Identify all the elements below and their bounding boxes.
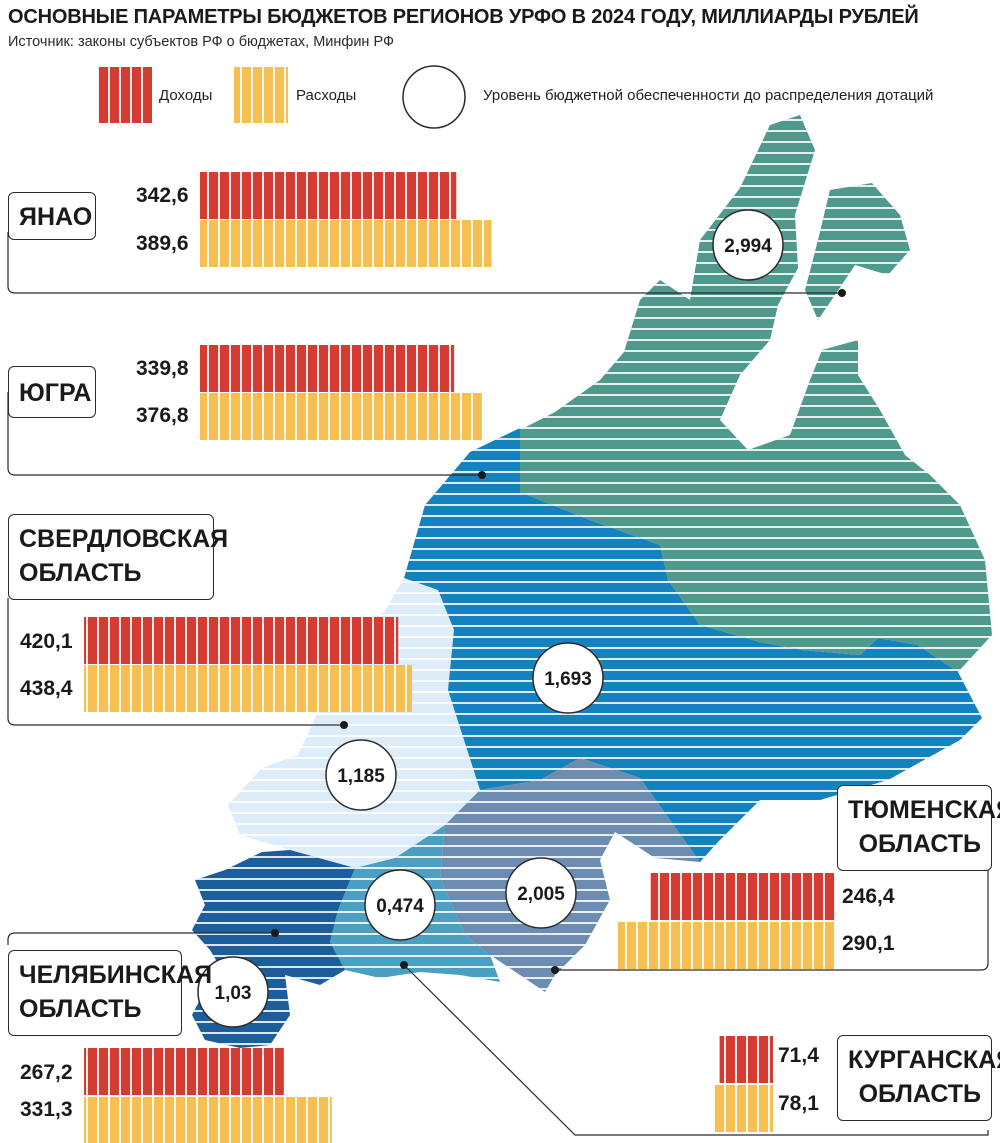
legend-level-circle	[402, 65, 466, 129]
region-label-yugra: ЮГРА	[8, 366, 96, 418]
region-name-chelyabinsk-line2: ОБЛАСТЬ	[19, 995, 142, 1023]
region-dot-yugra	[478, 471, 486, 479]
leader-line-yanao	[7, 232, 842, 294]
region-name-yanao: ЯНАО	[19, 203, 93, 231]
expense-value-sverdlovsk: 438,4	[20, 677, 73, 700]
income-value-tyumen: 246,4	[842, 885, 895, 908]
legend-expense-swatch	[234, 67, 288, 123]
income-value-yanao: 342,6	[136, 184, 189, 207]
income-bar-chelyabinsk	[84, 1048, 284, 1095]
map-region-yanao	[520, 115, 992, 672]
map-region-yugra	[404, 428, 982, 862]
leader-line-yugra	[7, 392, 482, 476]
leader-line-tyumen	[555, 870, 989, 971]
map-region-sverdlovsk	[228, 578, 480, 868]
income-bar-yugra	[200, 345, 455, 392]
region-label-tyumen: ТЮМЕНСКАЯ ОБЛАСТЬ	[837, 785, 1000, 871]
level-bubble-yanao	[712, 209, 784, 281]
income-bar-yanao	[200, 172, 457, 219]
region-dot-tyumen	[551, 966, 559, 974]
region-label-yanao: ЯНАО	[8, 192, 96, 240]
leader-line-sverdlovsk	[7, 598, 344, 726]
expense-bar-yugra	[200, 393, 482, 440]
expense-value-tyumen: 290,1	[842, 932, 895, 955]
level-bubble-kurgan	[364, 869, 436, 941]
level-label-chelyabinsk: 1,03	[215, 983, 252, 1004]
region-name-tyumen-line2: ОБЛАСТЬ	[858, 830, 981, 858]
income-value-sverdlovsk: 420,1	[20, 630, 73, 653]
chart-title: ОСНОВНЫЕ ПАРАМЕТРЫ БЮДЖЕТОВ РЕГИОНОВ УРФ…	[8, 6, 919, 28]
expense-bar-yanao	[200, 220, 492, 267]
expense-bar-sverdlovsk	[84, 665, 412, 712]
region-label-chelyabinsk: ЧЕЛЯБИНСКАЯ ОБЛАСТЬ	[8, 950, 213, 1036]
chart-subtitle: Источник: законы субъектов РФ о бюджетах…	[8, 34, 394, 50]
income-value-kurgan: 71,4	[778, 1044, 819, 1067]
legend-income-label: Доходы	[159, 87, 213, 104]
region-dot-kurgan	[400, 961, 408, 969]
region-label-kurgan: КУРГАНСКАЯ ОБЛАСТЬ	[837, 1035, 1000, 1121]
expense-value-yanao: 389,6	[136, 232, 189, 255]
income-bar-kurgan	[719, 1036, 773, 1083]
expense-bar-tyumen	[618, 922, 835, 969]
level-label-yugra: 1,693	[544, 669, 592, 690]
income-value-chelyabinsk: 267,2	[20, 1061, 73, 1084]
region-name-kurgan-line1: КУРГАНСКАЯ	[848, 1046, 1000, 1074]
leader-line-kurgan	[403, 964, 989, 1136]
region-name-yugra: ЮГРА	[19, 379, 92, 407]
expense-bar-kurgan	[714, 1085, 773, 1132]
level-label-yanao: 2,994	[724, 236, 772, 257]
region-dot-chelyabinsk	[271, 929, 279, 937]
level-label-sverdlovsk: 1,185	[337, 766, 385, 787]
region-name-chelyabinsk-line1: ЧЕЛЯБИНСКАЯ	[19, 961, 213, 989]
level-label-kurgan: 0,474	[376, 896, 424, 917]
legend-expense-label: Расходы	[296, 87, 357, 104]
income-bar-tyumen	[650, 873, 835, 920]
level-bubble-chelyabinsk	[197, 956, 269, 1028]
region-name-kurgan-line2: ОБЛАСТЬ	[858, 1080, 981, 1108]
income-bar-sverdlovsk	[84, 617, 399, 664]
expense-bar-chelyabinsk	[84, 1097, 332, 1143]
region-label-sverdlovsk: СВЕРДЛОВСКАЯ ОБЛАСТЬ	[8, 514, 229, 600]
region-name-sverdlovsk-line1: СВЕРДЛОВСКАЯ	[19, 525, 229, 553]
level-bubble-sverdlovsk	[325, 739, 397, 811]
leader-line-chelyabinsk	[7, 932, 275, 945]
region-dot-yanao	[838, 289, 846, 297]
region-name-tyumen-line1: ТЮМЕНСКАЯ	[848, 796, 1000, 824]
expense-value-yugra: 376,8	[136, 404, 189, 427]
income-value-yugra: 339,8	[136, 357, 189, 380]
level-bubble-tyumen	[505, 857, 577, 929]
level-bubble-yugra	[532, 642, 604, 714]
region-dot-sverdlovsk	[340, 721, 348, 729]
expense-value-kurgan: 78,1	[778, 1092, 819, 1115]
legend-level-label: Уровень бюджетной обеспеченности до расп…	[483, 87, 934, 104]
region-name-sverdlovsk-line2: ОБЛАСТЬ	[19, 559, 142, 587]
level-label-tyumen: 2,005	[517, 884, 565, 905]
expense-value-chelyabinsk: 331,3	[20, 1098, 73, 1121]
legend-income-swatch	[98, 67, 152, 123]
